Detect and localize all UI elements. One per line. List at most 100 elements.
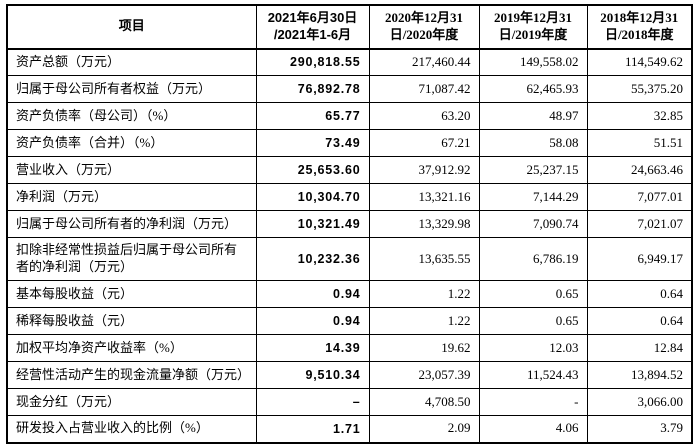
value-2019: 0.65 bbox=[478, 307, 588, 336]
table-row: 基本每股收益（元） 0.94 1.22 0.65 0.64 bbox=[6, 280, 693, 309]
value-2018: 7,077.01 bbox=[586, 183, 693, 212]
row-label: 扣除非经常性损益后归属于母公司所有者的净利润（万元） bbox=[6, 237, 257, 282]
value-2021h1: 290,818.55 bbox=[255, 48, 370, 77]
table-row: 现金分红（万元） – 4,708.50 - 3,066.00 bbox=[6, 388, 693, 417]
value-2018: 3,066.00 bbox=[586, 388, 693, 417]
value-2019: 0.65 bbox=[478, 280, 588, 309]
table-row: 资产负债率（母公司）（%） 65.77 63.20 48.97 32.85 bbox=[6, 102, 693, 131]
value-2020: 71,087.42 bbox=[368, 75, 480, 104]
value-2019: 48.97 bbox=[478, 102, 588, 131]
value-2018: 114,549.62 bbox=[586, 48, 693, 77]
value-2020: 37,912.92 bbox=[368, 156, 480, 185]
value-2021h1: – bbox=[255, 388, 370, 417]
row-label: 研发投入占营业收入的比例（%） bbox=[6, 415, 257, 444]
value-2020: 13,329.98 bbox=[368, 210, 480, 239]
value-2018: 12.84 bbox=[586, 334, 693, 363]
row-label: 经营性活动产生的现金流量净额（万元） bbox=[6, 361, 257, 390]
value-2021h1: 0.94 bbox=[255, 307, 370, 336]
value-2019: 6,786.19 bbox=[478, 237, 588, 282]
value-2018: 6,949.17 bbox=[586, 237, 693, 282]
row-label: 净利润（万元） bbox=[6, 183, 257, 212]
row-label: 加权平均净资产收益率（%） bbox=[6, 334, 257, 363]
value-2020: 217,460.44 bbox=[368, 48, 480, 77]
column-header-2018: 2018年12月31 日/2018年度 bbox=[586, 4, 693, 50]
row-label: 营业收入（万元） bbox=[6, 156, 257, 185]
value-2020: 2.09 bbox=[368, 415, 480, 444]
table-row: 资产总额（万元） 290,818.55 217,460.44 149,558.0… bbox=[6, 48, 693, 77]
column-header-2020: 2020年12月31 日/2020年度 bbox=[368, 4, 480, 50]
value-2020: 63.20 bbox=[368, 102, 480, 131]
table-row: 扣除非经常性损益后归属于母公司所有者的净利润（万元） 10,232.36 13,… bbox=[6, 237, 693, 282]
value-2021h1: 73.49 bbox=[255, 129, 370, 158]
value-2018: 55,375.20 bbox=[586, 75, 693, 104]
table-row: 归属于母公司所有者权益（万元） 76,892.78 71,087.42 62,4… bbox=[6, 75, 693, 104]
row-label: 稀释每股收益（元） bbox=[6, 307, 257, 336]
column-header-2021h1: 2021年6月30日 /2021年1-6月 bbox=[255, 4, 370, 50]
value-2019: 149,558.02 bbox=[478, 48, 588, 77]
column-header-2019: 2019年12月31 日/2019年度 bbox=[478, 4, 588, 50]
value-2021h1: 9,510.34 bbox=[255, 361, 370, 390]
value-2021h1: 65.77 bbox=[255, 102, 370, 131]
value-2019: 12.03 bbox=[478, 334, 588, 363]
value-2019: 7,144.29 bbox=[478, 183, 588, 212]
value-2018: 13,894.52 bbox=[586, 361, 693, 390]
value-2021h1: 10,304.70 bbox=[255, 183, 370, 212]
value-2018: 3.79 bbox=[586, 415, 693, 444]
value-2018: 0.64 bbox=[586, 280, 693, 309]
header-line: 2020年12月31 bbox=[384, 10, 463, 25]
value-2019: - bbox=[478, 388, 588, 417]
table-row: 归属于母公司所有者的净利润（万元） 10,321.49 13,329.98 7,… bbox=[6, 210, 693, 239]
value-2021h1: 14.39 bbox=[255, 334, 370, 363]
column-header-item: 项目 bbox=[6, 4, 257, 50]
value-2020: 4,708.50 bbox=[368, 388, 480, 417]
value-2021h1: 10,321.49 bbox=[255, 210, 370, 239]
value-2020: 13,321.16 bbox=[368, 183, 480, 212]
financial-summary-table: 项目 2021年6月30日 /2021年1-6月 2020年12月31 日/20… bbox=[6, 4, 693, 444]
value-2019: 7,090.74 bbox=[478, 210, 588, 239]
table-row: 资产负债率（合并）（%） 73.49 67.21 58.08 51.51 bbox=[6, 129, 693, 158]
table-row: 研发投入占营业收入的比例（%） 1.71 2.09 4.06 3.79 bbox=[6, 415, 693, 444]
value-2019: 58.08 bbox=[478, 129, 588, 158]
value-2019: 4.06 bbox=[478, 415, 588, 444]
row-label: 归属于母公司所有者的净利润（万元） bbox=[6, 210, 257, 239]
row-label: 现金分红（万元） bbox=[6, 388, 257, 417]
value-2020: 1.22 bbox=[368, 280, 480, 309]
header-line: 日/2020年度 bbox=[389, 26, 459, 42]
value-2018: 0.64 bbox=[586, 307, 693, 336]
value-2019: 25,237.15 bbox=[478, 156, 588, 185]
value-2020: 13,635.55 bbox=[368, 237, 480, 282]
header-line: 2021年6月30日 bbox=[267, 10, 358, 25]
value-2021h1: 76,892.78 bbox=[255, 75, 370, 104]
value-2019: 62,465.93 bbox=[478, 75, 588, 104]
row-label: 基本每股收益（元） bbox=[6, 280, 257, 309]
value-2019: 11,524.43 bbox=[478, 361, 588, 390]
value-2020: 1.22 bbox=[368, 307, 480, 336]
value-2021h1: 0.94 bbox=[255, 280, 370, 309]
value-2020: 67.21 bbox=[368, 129, 480, 158]
header-line: 日/2018年度 bbox=[604, 26, 674, 42]
header-line: /2021年1-6月 bbox=[273, 26, 352, 42]
row-label: 归属于母公司所有者权益（万元） bbox=[6, 75, 257, 104]
value-2020: 19.62 bbox=[368, 334, 480, 363]
value-2021h1: 1.71 bbox=[255, 415, 370, 444]
row-label: 资产负债率（合并）（%） bbox=[6, 129, 257, 158]
table-row: 稀释每股收益（元） 0.94 1.22 0.65 0.64 bbox=[6, 307, 693, 336]
document-page: 项目 2021年6月30日 /2021年1-6月 2020年12月31 日/20… bbox=[6, 4, 693, 444]
header-row: 项目 2021年6月30日 /2021年1-6月 2020年12月31 日/20… bbox=[6, 4, 693, 50]
value-2018: 7,021.07 bbox=[586, 210, 693, 239]
value-2018: 51.51 bbox=[586, 129, 693, 158]
table-row: 营业收入（万元） 25,653.60 37,912.92 25,237.15 2… bbox=[6, 156, 693, 185]
table-row: 加权平均净资产收益率（%） 14.39 19.62 12.03 12.84 bbox=[6, 334, 693, 363]
header-line: 2018年12月31 bbox=[600, 10, 679, 25]
value-2020: 23,057.39 bbox=[368, 361, 480, 390]
row-label: 资产总额（万元） bbox=[6, 48, 257, 77]
value-2021h1: 10,232.36 bbox=[255, 237, 370, 282]
table-row: 经营性活动产生的现金流量净额（万元） 9,510.34 23,057.39 11… bbox=[6, 361, 693, 390]
value-2021h1: 25,653.60 bbox=[255, 156, 370, 185]
value-2018: 32.85 bbox=[586, 102, 693, 131]
header-line: 2019年12月31 bbox=[493, 10, 572, 25]
row-label: 资产负债率（母公司）（%） bbox=[6, 102, 257, 131]
value-2018: 24,663.46 bbox=[586, 156, 693, 185]
header-line: 日/2019年度 bbox=[498, 26, 568, 42]
table-row: 净利润（万元） 10,304.70 13,321.16 7,144.29 7,0… bbox=[6, 183, 693, 212]
